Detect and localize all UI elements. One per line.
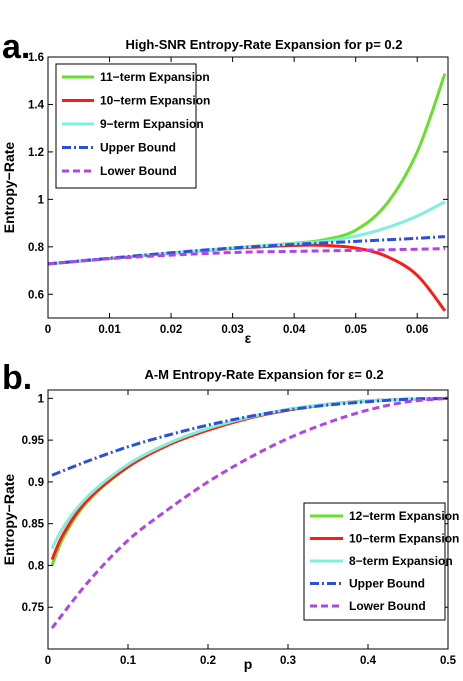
y-tick-label-b-2: 0.85 [22,519,45,531]
x-tick-label-a-5: 0.05 [344,324,367,336]
x-axis-label-a: ε [245,330,252,346]
x-tick-label-a-1: 0.01 [98,324,121,336]
legend-a: 11−term Expansion 10−term Expansion 9−term… [55,63,210,189]
series-line-b-4 [50,396,448,630]
x-tick-label-b-3: 0.3 [280,655,296,667]
y-tick-label-a-3: 1.2 [28,147,44,159]
x-tick-label-b-4: 0.4 [360,655,377,667]
legend-b: 12−term Expansion 10−term Expansion 8−term… [303,502,459,621]
legend-label-a-4: Lower Bound [100,164,177,178]
chart-panel-b: b. A-M Entropy-Rate Expansion for ε= 0.2 0… [1,359,459,672]
x-tick-label-b-0: 0 [45,655,51,667]
legend-box-a [55,63,197,189]
chart-panel-a: a. High-SNR Entropy-Rate Expansion for p=… [1,28,449,346]
y-tick-label-b-5: 1 [38,393,45,405]
legend-label-b-1: 10−term Expansion [349,532,459,546]
y-axis-label-b: Entropy−Rate [1,474,17,566]
y-tick-label-b-3: 0.9 [28,477,44,489]
chart-title-a: High-SNR Entropy-Rate Expansion for p= 0… [125,37,402,52]
plot-frame-b [47,389,449,650]
x-tick-label-a-3: 0.03 [221,324,243,336]
x-axis-label-b: p [244,656,253,672]
legend-label-b-3: Upper Bound [349,577,425,591]
series-line-a-1 [48,243,447,312]
legend-label-a-2: 9−term Expansion [100,117,204,131]
legend-label-b-2: 8−term Expansion [349,554,453,568]
series-group-a [48,73,447,312]
legend-label-a-3: Upper Bound [100,141,176,155]
y-tick-label-a-1: 0.8 [28,242,45,254]
plot-frame-a [47,56,449,319]
y-tick-label-a-2: 1 [38,194,45,206]
y-axis-label-a: Entropy−Rate [1,142,17,234]
legend-label-a-1: 10−term Expansion [100,94,210,108]
legend-label-a-0: 11−term Expansion [100,70,210,84]
y-tick-label-a-0: 0.6 [28,289,44,301]
y-tick-label-a-5: 1.6 [28,52,44,64]
x-tick-label-a-2: 0.02 [160,324,182,336]
chart-title-b: A-M Entropy-Rate Expansion for ε= 0.2 [144,367,383,382]
x-tick-label-a-0: 0 [45,324,51,336]
x-tick-label-a-6: 0.06 [406,324,428,336]
y-tick-label-b-1: 0.8 [28,560,45,572]
x-tick-label-a-4: 0.04 [283,324,306,336]
series-group-b [50,396,448,630]
series-line-a-3 [48,235,446,266]
y-tick-label-b-0: 0.75 [22,602,45,614]
x-tick-label-b-2: 0.2 [200,655,216,667]
series-line-a-4 [48,247,445,266]
x-tick-label-b-1: 0.1 [120,655,137,667]
y-tick-label-a-4: 1.4 [28,99,45,111]
legend-label-b-4: Lower Bound [349,599,426,613]
series-line-b-3 [51,396,448,477]
panel-label-b: b. [2,359,32,397]
y-tick-label-b-4: 0.95 [22,435,45,447]
panel-label-a: a. [2,28,30,66]
x-tick-label-b-5: 0.5 [440,655,457,667]
legend-label-b-0: 12−term Expansion [349,509,459,523]
